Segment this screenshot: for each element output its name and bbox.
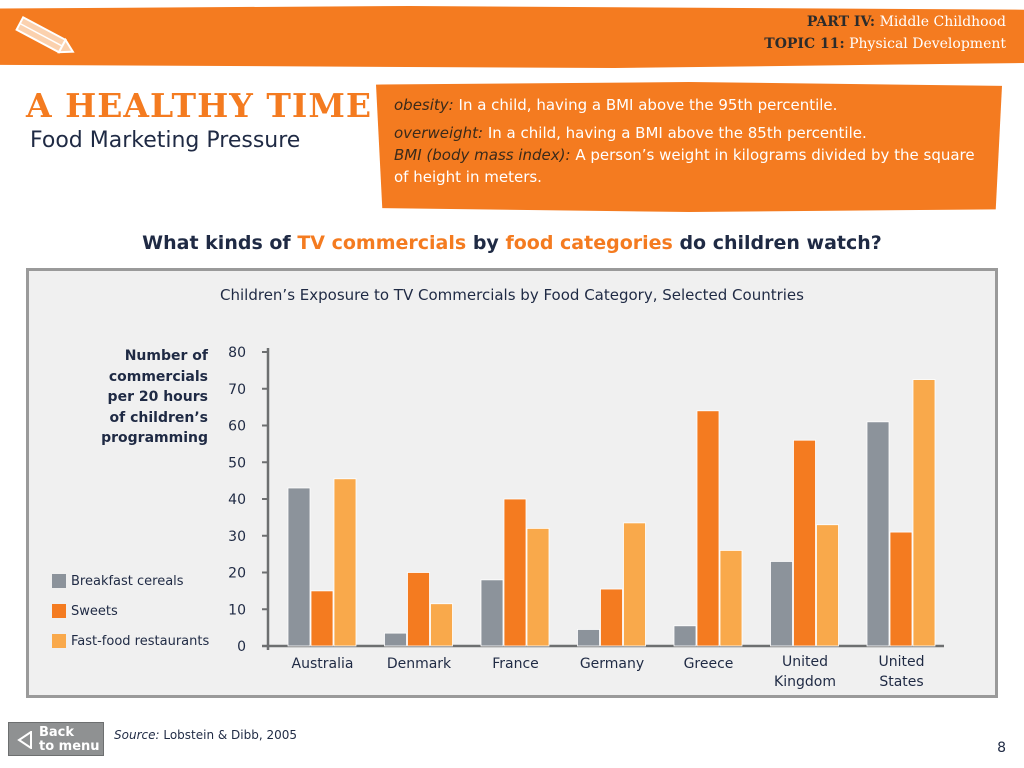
y-tick-label: 50 (228, 455, 246, 471)
page-title: A HEALTHY TIME (26, 86, 372, 125)
back-label-line-2: to menu (39, 739, 100, 754)
legend-swatch (52, 634, 66, 648)
topic-label: TOPIC 11: Physical Development (764, 36, 1006, 52)
source-citation: Source: Lobstein & Dibb, 2005 (114, 728, 297, 742)
x-tick-label: Greece (684, 656, 734, 672)
bar-fast-food-restaurants-united-kingdom (816, 524, 839, 647)
question-highlight-2: food categories (505, 232, 673, 254)
y-tick-label: 70 (228, 382, 246, 398)
bar-breakfast-cereals-germany (577, 629, 600, 647)
source-label: Source: (114, 728, 160, 742)
y-tick-label: 20 (228, 566, 246, 582)
bar-breakfast-cereals-australia (287, 487, 311, 647)
definition-text: A person’s weight in kilograms divided b… (394, 146, 975, 186)
page-number: 8 (997, 740, 1006, 756)
bar-sweets-france (503, 498, 527, 647)
bar-fast-food-restaurants-germany (623, 522, 646, 647)
bar-sweets-denmark (407, 572, 430, 647)
legend-swatch (52, 604, 66, 618)
page-subtitle: Food Marketing Pressure (30, 128, 301, 153)
back-label-line-1: Back (39, 725, 75, 740)
back-arrow-icon (17, 731, 32, 749)
back-to-menu-button[interactable]: Back to menu (8, 722, 104, 756)
question-part-1: What kinds of (142, 232, 291, 254)
x-tick-label: France (492, 656, 539, 672)
topic-title: Physical Development (849, 36, 1006, 52)
bar-sweets-greece (696, 410, 720, 647)
legend-label: Breakfast cereals (71, 573, 184, 589)
part-number: PART IV: (806, 14, 876, 30)
y-tick-label: 10 (228, 602, 246, 618)
bar-breakfast-cereals-greece (673, 625, 697, 647)
x-tick-label: Australia (292, 656, 354, 672)
y-axis-label: Number of commercials per 20 hours of ch… (101, 348, 208, 446)
definition-obesity: obesity: In a child, having a BMI above … (394, 94, 984, 116)
definition-text: In a child, having a BMI above the 85th … (487, 124, 867, 142)
y-tick-label: 0 (237, 639, 246, 655)
x-tick-label: United Kingdom (774, 654, 836, 690)
definitions-box: obesity: In a child, having a BMI above … (376, 82, 1002, 212)
topic-number: TOPIC 11: (764, 36, 845, 52)
bar-sweets-australia (310, 590, 334, 647)
bar-breakfast-cereals-denmark (384, 632, 407, 647)
definition-text: In a child, having a BMI above the 95th … (458, 96, 838, 114)
part-title: Middle Childhood (879, 14, 1006, 30)
definition-term: obesity: (394, 96, 454, 114)
bar-breakfast-cereals-france (480, 579, 504, 647)
bar-breakfast-cereals-united-kingdom (770, 561, 793, 647)
y-tick-label: 60 (228, 419, 246, 435)
bar-fast-food-restaurants-france (526, 528, 550, 647)
x-tick-label: United States (879, 654, 925, 690)
y-tick-label: 40 (228, 492, 246, 508)
bar-sweets-germany (600, 588, 623, 647)
legend: Breakfast cereals Sweets Fast-food resta… (52, 566, 209, 656)
bar-fast-food-restaurants-greece (719, 550, 743, 647)
legend-swatch (52, 574, 66, 588)
question-part-3: do children watch? (679, 232, 882, 254)
question-highlight-1: TV commercials (297, 232, 467, 254)
y-tick-label: 80 (228, 345, 246, 361)
bar-sweets-united-kingdom (793, 439, 816, 647)
legend-label: Fast-food restaurants (71, 633, 210, 649)
x-tick-label: Denmark (387, 656, 452, 672)
part-label: PART IV: Middle Childhood (807, 14, 1006, 30)
source-text: Lobstein & Dibb, 2005 (163, 728, 298, 742)
question-part-2: by (472, 232, 499, 254)
bar-fast-food-restaurants-australia (333, 478, 357, 647)
question-heading: What kinds of TV commercials by food cat… (0, 232, 1024, 254)
definition-bmi: BMI (body mass index): A person’s weight… (394, 144, 984, 188)
legend-item-sweets: Sweets (52, 596, 209, 626)
back-button-label: Back to menu (39, 726, 100, 754)
bar-sweets-united-states (889, 531, 913, 647)
legend-label: Sweets (71, 603, 118, 619)
definition-term: BMI (body mass index): (394, 146, 571, 164)
legend-item-fastfood: Fast-food restaurants (52, 626, 209, 656)
legend-item-cereals: Breakfast cereals (52, 566, 209, 596)
bar-fast-food-restaurants-united-states (912, 379, 936, 647)
bar-breakfast-cereals-united-states (866, 421, 890, 647)
pencil-icon (15, 15, 75, 54)
definition-overweight: overweight: In a child, having a BMI abo… (394, 122, 984, 144)
chart-title: Children’s Exposure to TV Commercials by… (220, 286, 804, 304)
y-tick-label: 30 (228, 529, 246, 545)
definition-term: overweight: (394, 124, 484, 142)
x-tick-label: Germany (580, 656, 644, 672)
bar-fast-food-restaurants-denmark (430, 603, 453, 647)
header-bar (0, 6, 1024, 68)
